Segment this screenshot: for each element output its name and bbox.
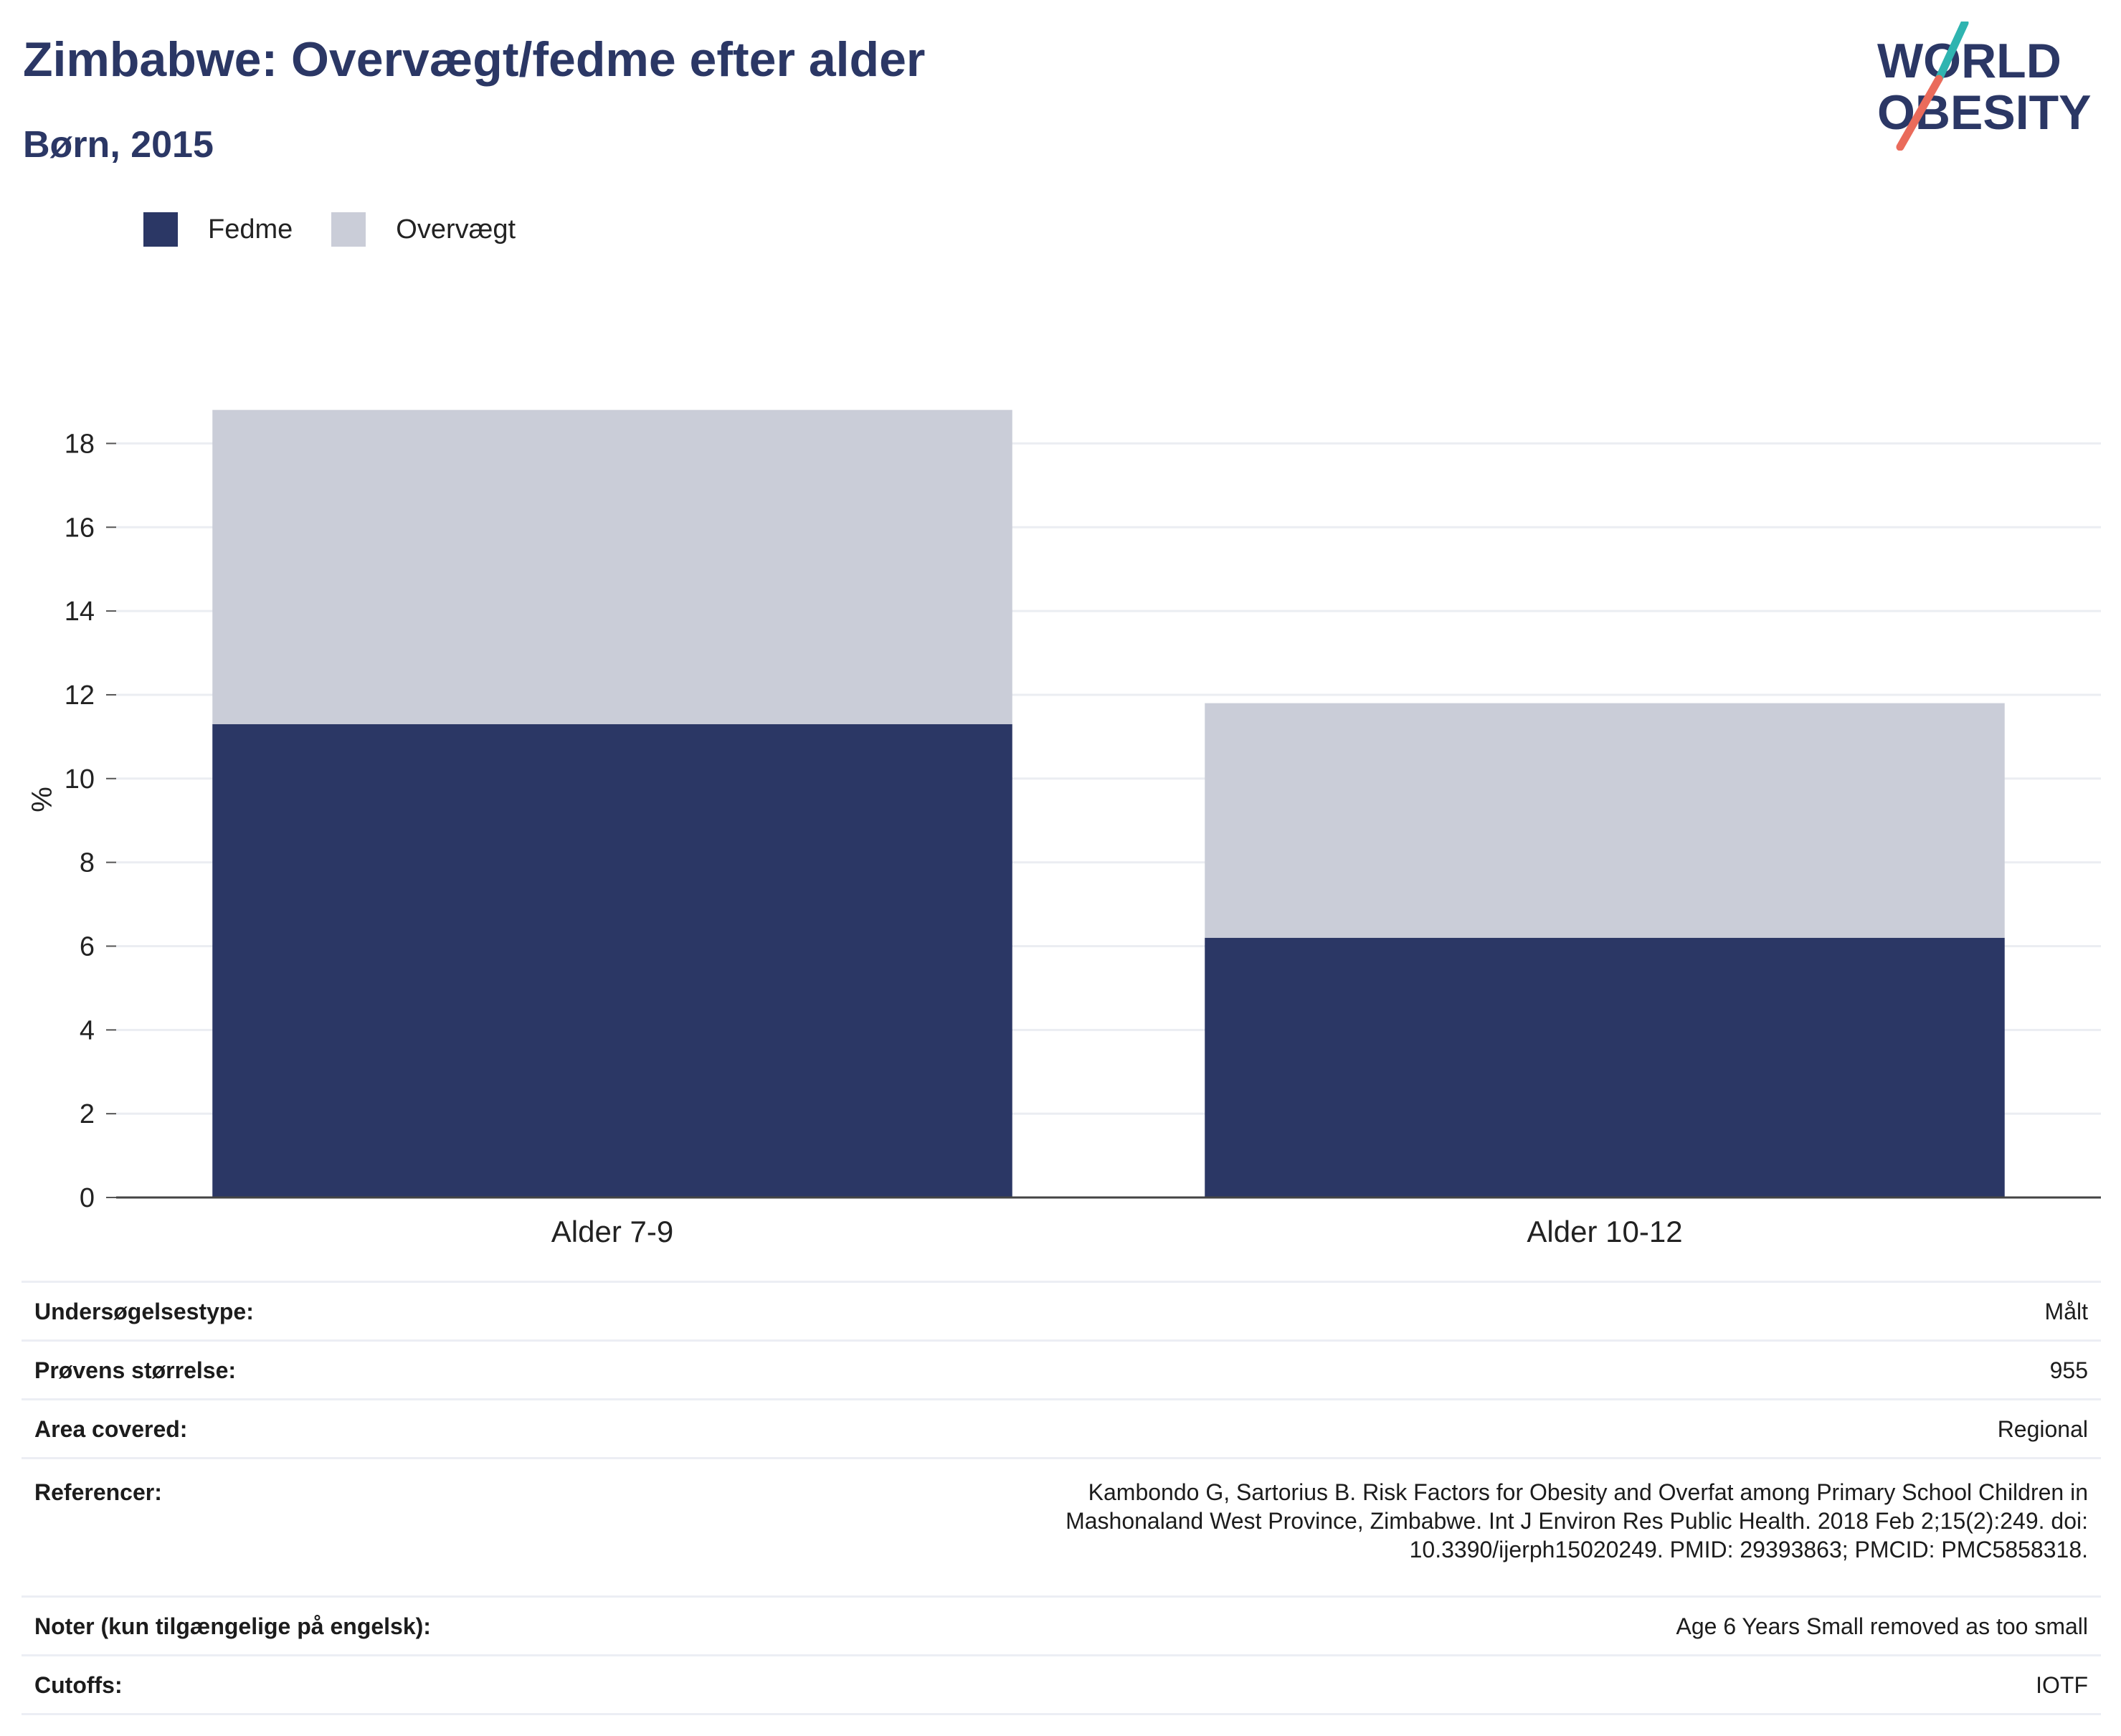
legend-item-overvaegt[interactable]: Overvægt xyxy=(331,212,516,247)
y-tick-label: 8 xyxy=(80,848,95,878)
bar-overvaegt-2 xyxy=(1205,703,2005,938)
info-row-sample-size: Prøvens størrelse: 955 xyxy=(22,1340,2101,1400)
y-tick-label: 6 xyxy=(80,931,95,962)
info-label: Undersøgelsestype: xyxy=(34,1298,254,1324)
legend-swatch-fedme xyxy=(143,212,178,247)
y-tick-label: 18 xyxy=(65,429,95,459)
y-tick-label: 0 xyxy=(80,1183,95,1213)
info-value: Kambondo G, Sartorius B. Risk Factors fo… xyxy=(1066,1479,2088,1562)
legend-label-overvaegt: Overvægt xyxy=(396,214,516,245)
info-row-references: Referencer: Kambondo G, Sartorius B. Ris… xyxy=(22,1458,2101,1597)
logo-slash-teal xyxy=(1935,22,1969,83)
legend-swatch-overvaegt xyxy=(331,212,366,247)
y-tick-label: 12 xyxy=(65,680,95,711)
bar-overvaegt-1 xyxy=(212,409,1012,724)
stacked-bar-chart: 0 2 4 6 8 10 12 14 16 18% Alder 7-9 Alder 10-12 xyxy=(27,409,2101,1248)
y-tick-label: 2 xyxy=(80,1099,95,1129)
info-label: Area covered: xyxy=(34,1415,188,1442)
info-label: Cutoffs: xyxy=(34,1671,123,1698)
y-tick-label: 4 xyxy=(80,1015,95,1045)
legend-label-fedme: Fedme xyxy=(208,214,293,245)
info-label: Prøvens størrelse: xyxy=(34,1357,237,1383)
logo-line1: WORLD xyxy=(1877,34,2061,88)
info-label: Referencer: xyxy=(34,1479,162,1505)
bar-fedme-2 xyxy=(1205,937,2005,1197)
logo-slash-coral xyxy=(1896,75,1943,151)
info-row-notes: Noter (kun tilgængelige på engelsk): Age… xyxy=(22,1596,2101,1656)
legend-item-fedme[interactable]: Fedme xyxy=(143,212,293,247)
y-tick-label: 10 xyxy=(65,764,95,795)
y-tick-label: 14 xyxy=(65,597,95,627)
x-category-label: Alder 7-9 xyxy=(551,1215,673,1248)
y-axis-title: % xyxy=(27,787,58,812)
info-value: IOTF xyxy=(2036,1671,2088,1698)
y-tick-label: 16 xyxy=(65,513,95,543)
world-obesity-logo: WORLD OBESITY xyxy=(1877,22,2092,151)
chart-legend: Fedme Overvægt xyxy=(143,212,554,247)
info-row-survey-type: Undersøgelsestype: Målt xyxy=(22,1281,2101,1341)
info-row-cutoffs: Cutoffs: IOTF xyxy=(22,1655,2101,1714)
x-category-label: Alder 10-12 xyxy=(1527,1215,1682,1248)
page-subtitle: Børn, 2015 xyxy=(23,124,214,166)
info-value: Regional xyxy=(1997,1415,2088,1442)
page-title: Zimbabwe: Overvægt/fedme efter alder xyxy=(23,32,926,87)
info-table: Undersøgelsestype: Målt Prøvens størrels… xyxy=(22,1281,2101,1715)
info-value: Målt xyxy=(2044,1298,2088,1324)
info-value: Age 6 Years Small removed as too small xyxy=(1676,1613,2088,1639)
info-value: 955 xyxy=(2049,1357,2088,1383)
info-label: Noter (kun tilgængelige på engelsk): xyxy=(34,1613,431,1639)
info-row-area-covered: Area covered: Regional xyxy=(22,1399,2101,1458)
bar-fedme-1 xyxy=(212,724,1012,1197)
